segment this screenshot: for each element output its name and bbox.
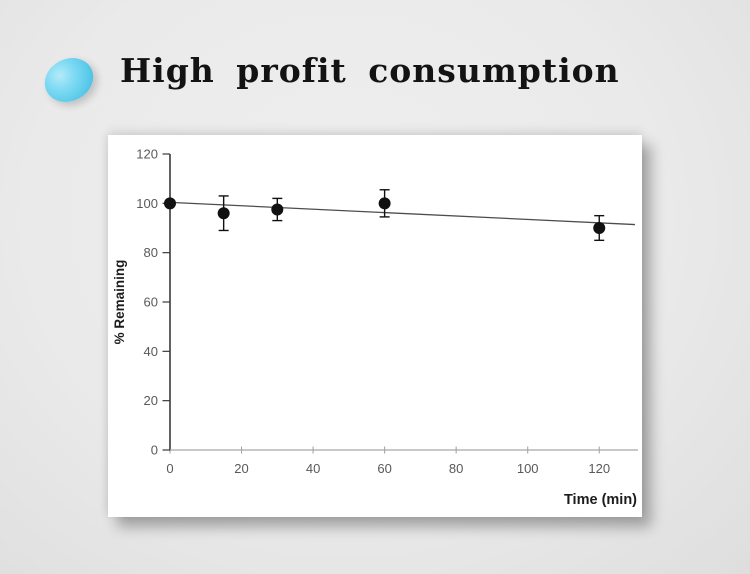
y-tick-label: 100 bbox=[136, 196, 158, 211]
x-tick-label: 80 bbox=[449, 461, 463, 476]
x-tick-label: 0 bbox=[166, 461, 173, 476]
x-tick-label: 40 bbox=[306, 461, 320, 476]
data-point bbox=[593, 221, 606, 234]
y-tick-label: 80 bbox=[144, 245, 158, 260]
header: High profit consumption bbox=[0, 0, 750, 130]
x-tick-label: 20 bbox=[234, 461, 248, 476]
y-tick-label: 120 bbox=[136, 146, 158, 161]
page-title: High profit consumption bbox=[120, 51, 620, 90]
data-point bbox=[271, 203, 284, 216]
x-tick-label: 100 bbox=[517, 461, 539, 476]
x-tick-label: 60 bbox=[377, 461, 391, 476]
y-tick-label: 40 bbox=[144, 344, 158, 359]
x-tick-label: 120 bbox=[588, 461, 610, 476]
scatter-chart: 0 20 40 60 80 100 120 0 20 40 60 80 100 120 % Remainin… bbox=[112, 146, 638, 508]
data-point bbox=[164, 197, 176, 210]
y-tick-label: 0 bbox=[151, 443, 158, 458]
y-tick-label: 60 bbox=[144, 294, 158, 309]
pill-icon bbox=[37, 49, 101, 111]
data-point bbox=[378, 197, 391, 210]
y-tick-label: 20 bbox=[144, 393, 158, 408]
chart-panel: 0 20 40 60 80 100 120 0 20 40 60 80 100 120 % Remainin… bbox=[108, 135, 642, 517]
data-point bbox=[217, 207, 230, 220]
x-axis-title: Time (min) bbox=[564, 492, 637, 508]
y-axis-title: % Remaining bbox=[112, 260, 127, 345]
trend-line bbox=[169, 201, 636, 226]
